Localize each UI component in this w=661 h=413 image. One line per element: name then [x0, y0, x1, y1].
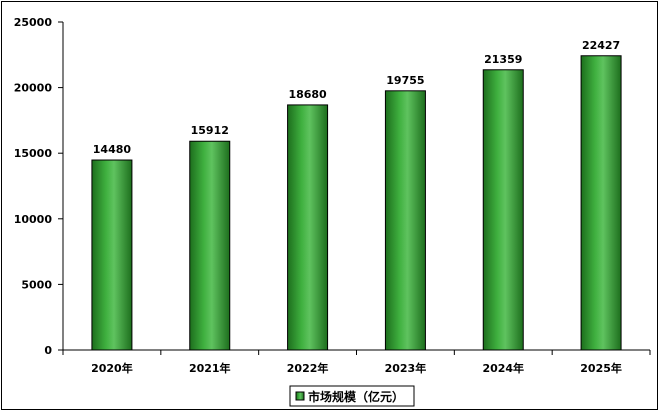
data-label: 14480	[93, 143, 132, 156]
legend-swatch	[295, 391, 305, 401]
x-ticks: 2020年 2021年 2022年 2023年 2024年 2025年	[62, 350, 651, 375]
data-label: 22427	[582, 39, 620, 52]
legend-box	[289, 385, 415, 407]
data-label: 18680	[288, 88, 327, 101]
data-label: 15912	[191, 124, 229, 137]
x-tick-label: 2025年	[580, 361, 622, 375]
bar	[91, 159, 133, 351]
bar	[482, 69, 524, 351]
data-labels: 14480 15912 18680 19755 21359 22427	[93, 39, 620, 156]
x-tick-label: 2024年	[482, 361, 524, 375]
data-label: 21359	[484, 53, 522, 66]
y-tick-label: 5000	[21, 278, 52, 291]
x-tick-label: 2023年	[385, 361, 427, 375]
y-tick-label: 25000	[14, 16, 53, 29]
bar	[384, 90, 426, 351]
x-tick-label: 2021年	[189, 361, 231, 375]
bar	[580, 55, 622, 351]
legend-label: 市场规模（亿元）	[308, 389, 404, 404]
legend: 市场规模（亿元）	[289, 385, 415, 407]
data-label: 19755	[386, 74, 424, 87]
y-tick-label: 15000	[14, 147, 53, 160]
bar	[287, 104, 329, 351]
axes	[62, 22, 650, 351]
y-tick-label: 0	[44, 344, 52, 357]
x-tick-label: 2020年	[91, 361, 133, 375]
y-tick-label: 20000	[14, 82, 53, 95]
y-tick-label: 10000	[14, 213, 53, 226]
bars	[91, 55, 622, 351]
y-ticks: 0 5000 10000 15000 20000 25000	[14, 16, 63, 357]
bar	[189, 140, 231, 351]
x-tick-label: 2022年	[287, 361, 329, 375]
